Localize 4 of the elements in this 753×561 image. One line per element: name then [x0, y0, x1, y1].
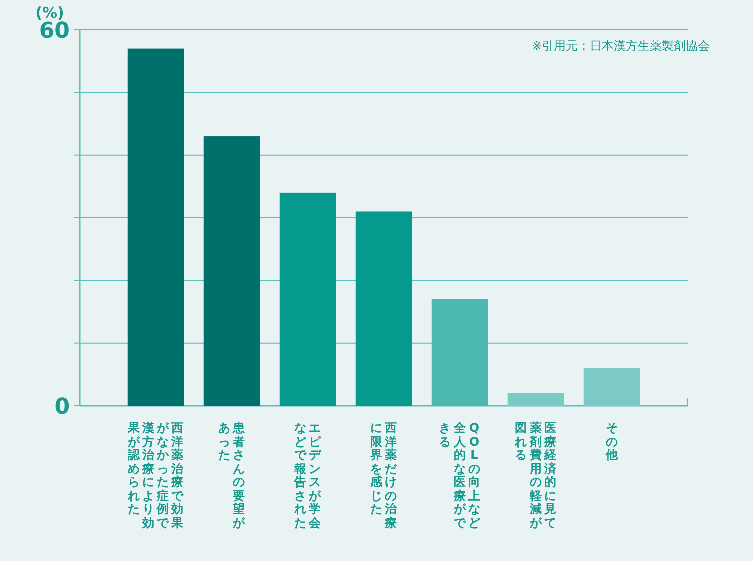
y-axis-title: (%) — [36, 4, 64, 22]
annotation: ※引用元：日本漢方生薬製剤協会 — [532, 39, 710, 53]
y-tick-label: 60 — [39, 19, 70, 44]
y-tick-label: 0 — [54, 395, 70, 420]
